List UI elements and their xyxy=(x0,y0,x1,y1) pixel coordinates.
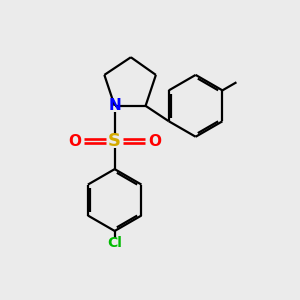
Text: N: N xyxy=(108,98,121,113)
Text: S: S xyxy=(108,132,121,150)
Text: O: O xyxy=(68,134,81,149)
Text: Cl: Cl xyxy=(107,236,122,250)
Text: O: O xyxy=(148,134,161,149)
